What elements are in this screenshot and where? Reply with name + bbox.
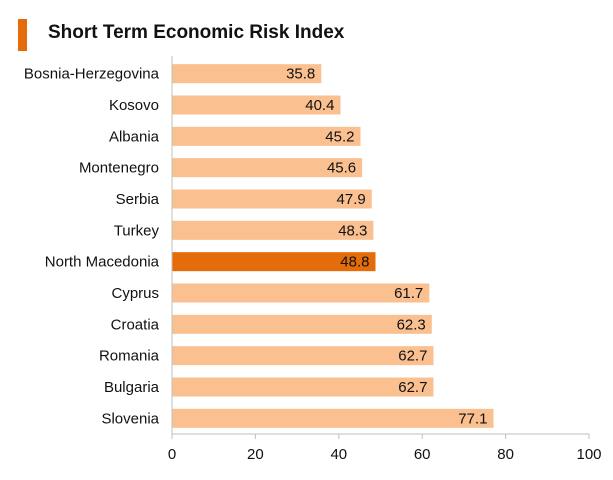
category-label: Bosnia-Herzegovina [24, 66, 160, 83]
data-label: 45.6 [327, 160, 356, 177]
category-label: Turkey [114, 222, 160, 239]
data-label: 62.7 [398, 379, 427, 396]
bar [172, 408, 494, 428]
x-tick-label: 0 [168, 446, 176, 463]
data-label: 77.1 [458, 410, 487, 427]
category-label: Serbia [116, 191, 160, 208]
bar [172, 64, 322, 84]
category-label: Slovenia [101, 410, 159, 427]
category-label: Cyprus [111, 285, 159, 302]
data-label: 48.8 [340, 254, 369, 271]
bar [172, 220, 374, 240]
category-label: Montenegro [79, 160, 159, 177]
title-accent-bar [18, 19, 27, 51]
category-label: North Macedonia [45, 254, 160, 271]
x-tick-label: 80 [497, 446, 514, 463]
bar [172, 95, 341, 115]
data-label: 35.8 [286, 66, 315, 83]
bar [172, 283, 430, 303]
data-label: 62.3 [397, 316, 426, 333]
x-tick-label: 60 [414, 446, 431, 463]
data-label: 61.7 [394, 285, 423, 302]
bar [172, 346, 434, 366]
data-label: 40.4 [305, 97, 334, 114]
bar [172, 158, 363, 178]
x-tick-label: 100 [576, 446, 601, 463]
category-label: Croatia [111, 316, 160, 333]
bar [172, 314, 432, 334]
category-label: Albania [109, 128, 160, 145]
data-label: 62.7 [398, 348, 427, 365]
bar [172, 252, 376, 272]
bar [172, 126, 361, 146]
data-label: 45.2 [325, 128, 354, 145]
category-label: Romania [99, 348, 160, 365]
chart-title: Short Term Economic Risk Index [48, 22, 345, 43]
data-label: 47.9 [337, 191, 366, 208]
data-label: 48.3 [338, 222, 367, 239]
category-label: Bulgaria [104, 379, 160, 396]
bar [172, 189, 372, 209]
bar [172, 377, 434, 397]
x-tick-label: 20 [247, 446, 264, 463]
x-tick-label: 40 [330, 446, 347, 463]
category-label: Kosovo [109, 97, 159, 114]
